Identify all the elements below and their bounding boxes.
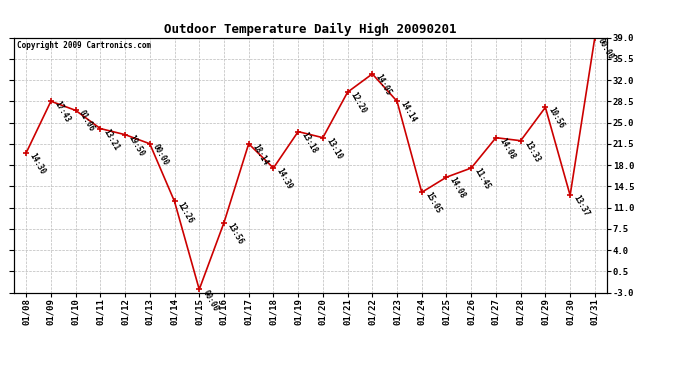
Text: 12:26: 12:26 [176,200,195,225]
Text: 13:18: 13:18 [299,130,319,155]
Text: 13:21: 13:21 [101,127,121,152]
Title: Outdoor Temperature Daily High 20090201: Outdoor Temperature Daily High 20090201 [164,23,457,36]
Text: 14:39: 14:39 [275,166,294,191]
Text: 00:00: 00:00 [151,142,170,167]
Text: 13:37: 13:37 [571,194,591,219]
Text: 10:56: 10:56 [546,106,566,130]
Text: 00:00: 00:00 [596,36,615,61]
Text: 12:20: 12:20 [349,91,368,115]
Text: 13:10: 13:10 [324,136,344,161]
Text: 18:14: 18:14 [250,142,269,167]
Text: 17:43: 17:43 [52,100,72,124]
Text: 13:56: 13:56 [226,221,245,246]
Text: 14:05: 14:05 [374,72,393,97]
Text: 15:05: 15:05 [423,191,442,216]
Text: Copyright 2009 Cartronics.com: Copyright 2009 Cartronics.com [17,41,151,50]
Text: 14:08: 14:08 [448,176,467,200]
Text: 01:06: 01:06 [77,109,97,134]
Text: 19:50: 19:50 [126,133,146,158]
Text: 13:33: 13:33 [522,140,542,164]
Text: 14:30: 14:30 [28,152,47,176]
Text: 14:14: 14:14 [398,100,417,124]
Text: 00:00: 00:00 [201,288,220,313]
Text: 11:45: 11:45 [473,166,492,191]
Text: 14:08: 14:08 [497,136,517,161]
